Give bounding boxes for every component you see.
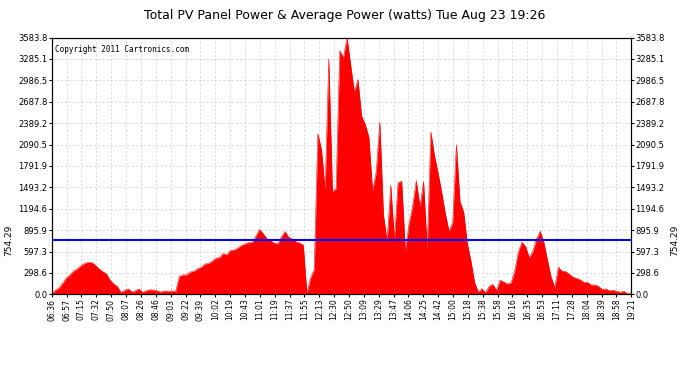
Text: Copyright 2011 Cartronics.com: Copyright 2011 Cartronics.com bbox=[55, 45, 189, 54]
Text: 754.29: 754.29 bbox=[3, 225, 13, 256]
Text: 754.29: 754.29 bbox=[670, 225, 680, 256]
Text: Total PV Panel Power & Average Power (watts) Tue Aug 23 19:26: Total PV Panel Power & Average Power (wa… bbox=[144, 9, 546, 22]
